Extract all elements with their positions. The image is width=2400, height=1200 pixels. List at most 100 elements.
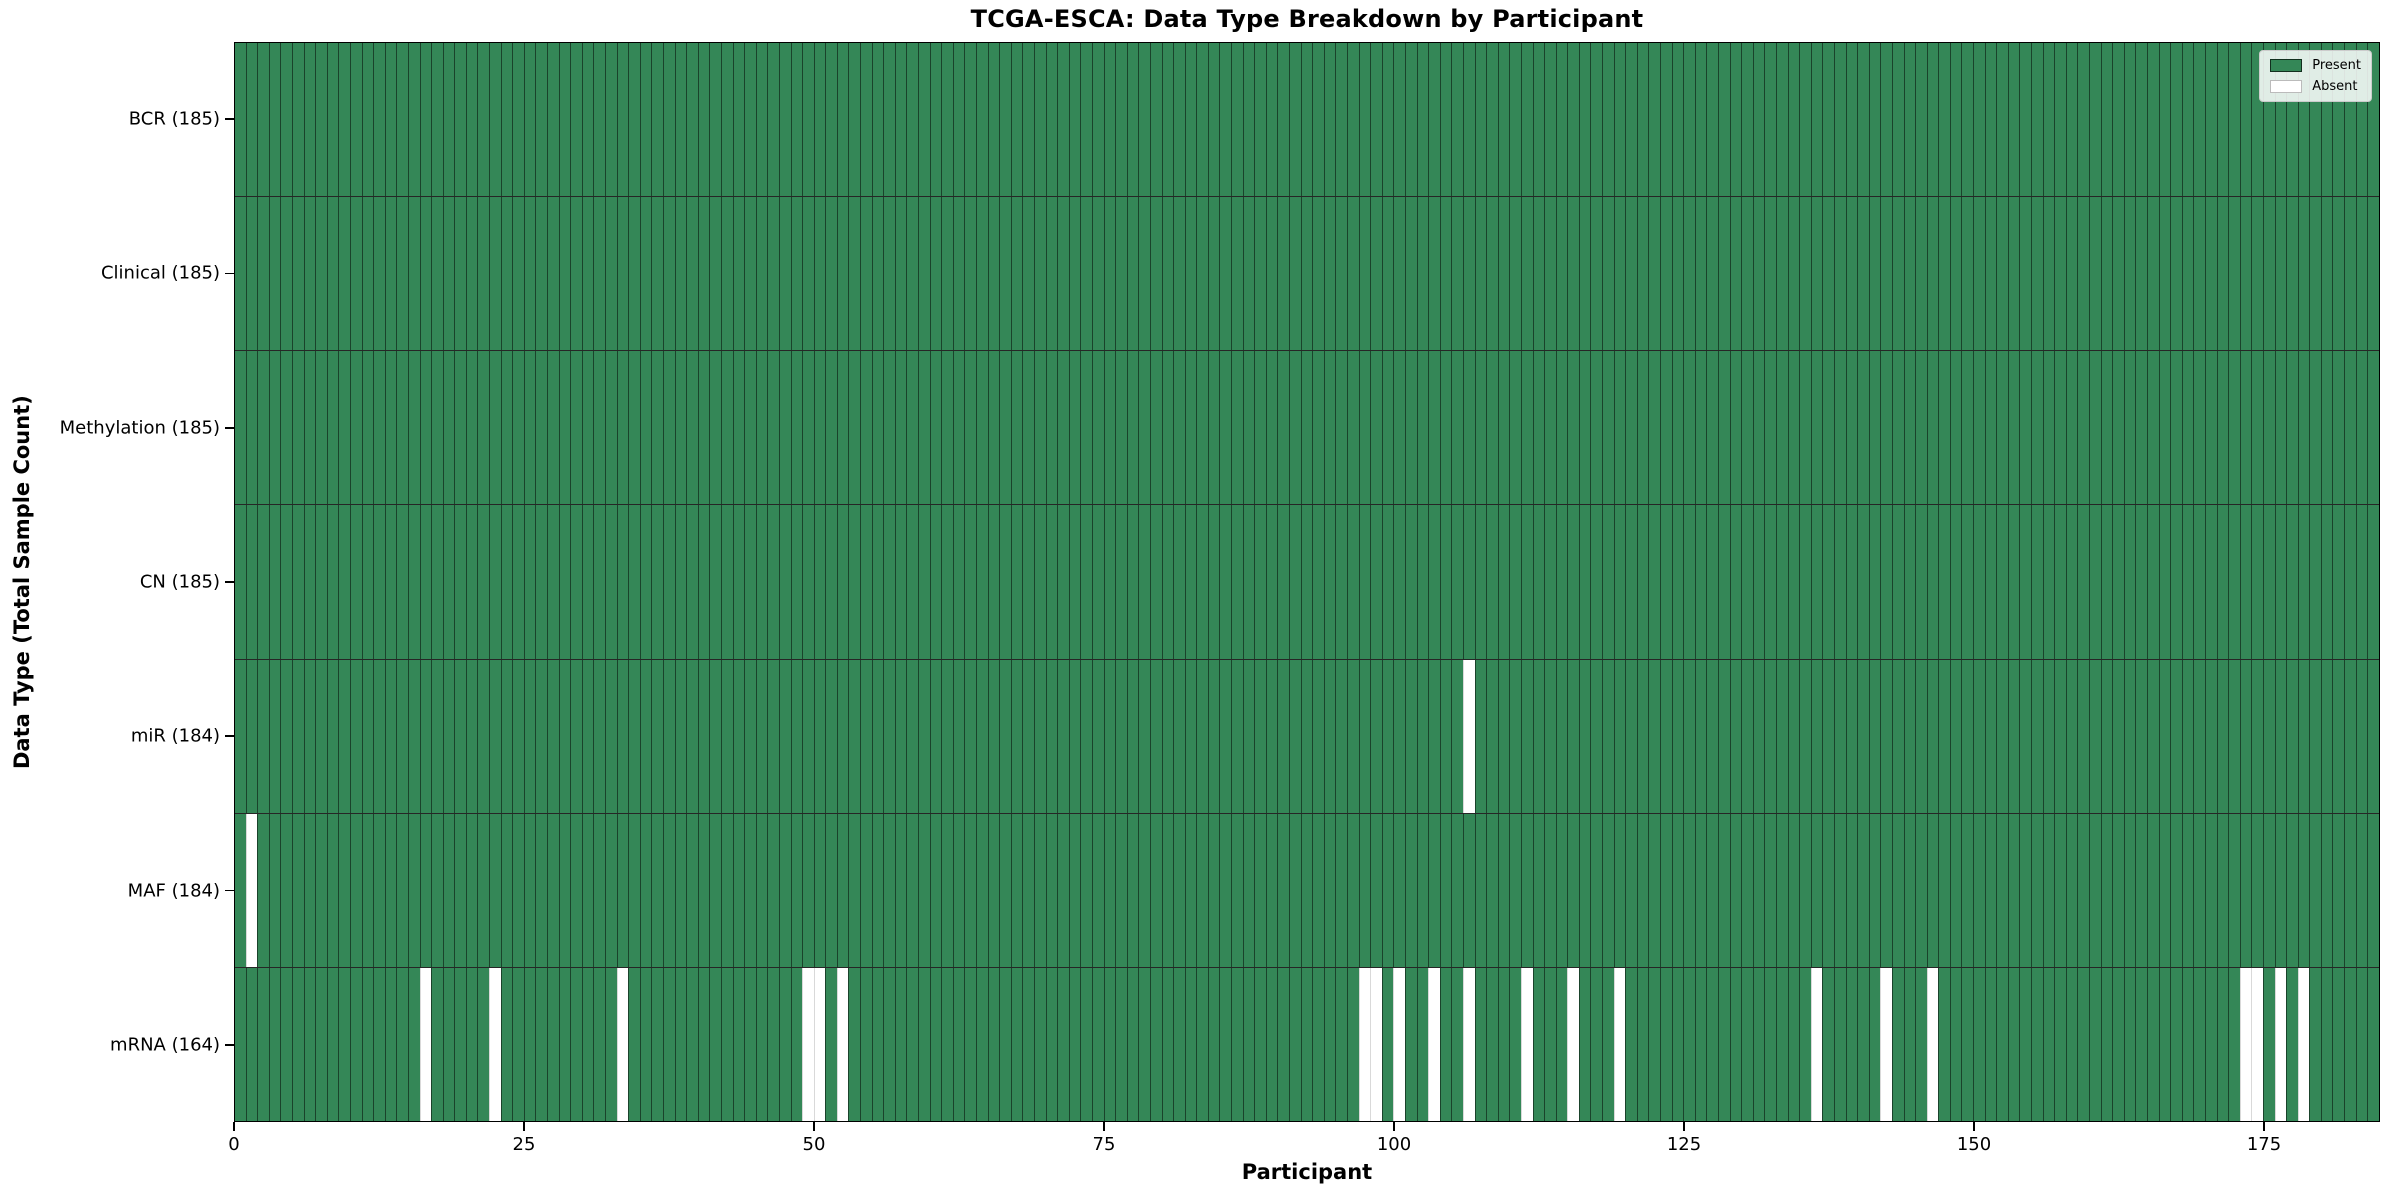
present-cell (2332, 43, 2345, 197)
present-cell (523, 813, 536, 967)
present-cell (1938, 813, 1950, 967)
present-cell (442, 659, 455, 813)
present-cell (848, 813, 861, 967)
present-cell (1741, 351, 1753, 505)
present-cell (871, 505, 884, 659)
present-cell (1022, 967, 1034, 1121)
present-cell (1555, 967, 1568, 1121)
present-cell (1787, 351, 1800, 505)
present-cell (1300, 197, 1313, 351)
present-cell (2320, 813, 2333, 967)
present-cell (1880, 43, 1892, 197)
present-cell (1497, 351, 1510, 505)
absent-cell (1428, 967, 1440, 1121)
present-cell (1022, 659, 1034, 813)
present-cell (1045, 813, 1058, 967)
present-cell (547, 43, 559, 197)
present-cell (1312, 197, 1324, 351)
present-cell (1231, 505, 1243, 659)
present-cell (581, 967, 594, 1121)
present-cell (1173, 813, 1185, 967)
present-cell (2100, 505, 2113, 659)
present-cell (1961, 813, 1974, 967)
present-cell (778, 351, 791, 505)
present-cell (2367, 659, 2379, 813)
row-band-mRNA (235, 966, 2379, 1121)
present-cell (338, 351, 350, 505)
present-cell (813, 43, 826, 197)
present-cell (2204, 43, 2217, 197)
present-cell (616, 43, 629, 197)
present-cell (813, 813, 826, 967)
present-cell (1462, 351, 1475, 505)
absent-cell (1926, 967, 1939, 1121)
present-cell (1544, 813, 1556, 967)
absent-cell (1370, 967, 1382, 1121)
present-cell (1648, 351, 1661, 505)
present-cell (593, 505, 605, 659)
present-cell (235, 967, 246, 1121)
present-cell (825, 967, 837, 1121)
present-cell (454, 967, 466, 1121)
present-cell (732, 505, 745, 659)
present-cell (1347, 197, 1359, 351)
present-cell (1091, 967, 1104, 1121)
present-cell (1254, 351, 1266, 505)
present-cell (1161, 505, 1174, 659)
present-cell (1822, 43, 1834, 197)
present-cell (500, 43, 513, 197)
present-cell (639, 659, 652, 813)
present-cell (2239, 813, 2252, 967)
present-cell (1149, 351, 1162, 505)
present-cell (2158, 43, 2171, 197)
present-cell (1949, 813, 1962, 967)
present-cell (1926, 197, 1939, 351)
present-cell (1289, 43, 1301, 197)
present-cell (2065, 505, 2078, 659)
present-cell (1451, 505, 1463, 659)
present-cell (906, 43, 919, 197)
present-cell (547, 813, 559, 967)
present-cell (651, 351, 663, 505)
present-cell (315, 967, 327, 1121)
present-cell (1891, 813, 1904, 967)
present-cell (1810, 351, 1823, 505)
present-cell (373, 197, 385, 351)
present-cell (268, 43, 281, 197)
x-tick-label-175: 175 (2246, 1134, 2282, 1155)
present-cell (581, 659, 594, 813)
present-cell (1683, 505, 1695, 659)
present-cell (1903, 505, 1916, 659)
present-cell (1347, 505, 1359, 659)
present-cell (1868, 967, 1881, 1121)
present-cell (1323, 43, 1336, 197)
present-cell (1219, 351, 1232, 505)
present-cell (1752, 967, 1765, 1121)
x-tick-mark (1103, 1122, 1105, 1131)
present-cell (1799, 967, 1811, 1121)
present-cell (2344, 197, 2356, 351)
present-cell (1265, 659, 1278, 813)
present-cell (349, 197, 362, 351)
present-cell (291, 43, 304, 197)
present-cell (1613, 659, 1626, 813)
present-cell (929, 43, 942, 197)
present-cell (1404, 197, 1417, 351)
present-cell (894, 659, 907, 813)
present-cell (1532, 197, 1545, 351)
present-cell (1532, 505, 1545, 659)
present-cell (686, 659, 698, 813)
present-cell (373, 351, 385, 505)
present-cell (1404, 43, 1417, 197)
present-cell (976, 813, 988, 967)
present-cell (1775, 967, 1788, 1121)
present-cell (2135, 351, 2147, 505)
present-cell (2320, 659, 2333, 813)
present-cell (1497, 43, 1510, 197)
present-cell (1300, 43, 1313, 197)
present-cell (883, 43, 895, 197)
present-cell (2123, 351, 2136, 505)
present-cell (1567, 43, 1579, 197)
present-cell (709, 813, 721, 967)
present-cell (778, 659, 791, 813)
